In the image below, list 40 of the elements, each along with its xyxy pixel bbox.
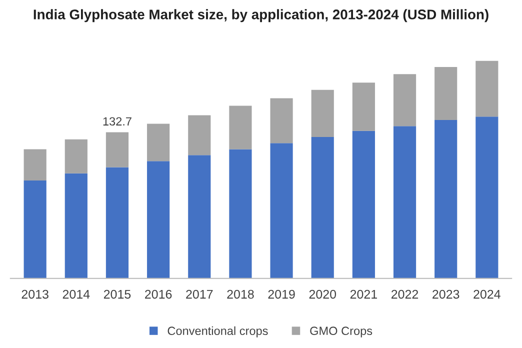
bar (476, 60, 498, 117)
chart-title: India Glyphosate Market size, by application, 2013-2024 (USD Million) (34, 9, 488, 22)
x-tick-label: 2013 (22, 290, 48, 299)
bar (434, 66, 458, 120)
bar (147, 161, 170, 278)
x-tick-label: 2014 (62, 290, 90, 299)
x-tick-label: 2023 (432, 290, 460, 299)
bar (64, 173, 88, 278)
bar (188, 155, 211, 278)
bar (311, 90, 334, 138)
x-tick-label: 2018 (227, 290, 254, 299)
bar (106, 132, 129, 168)
bar (106, 167, 129, 278)
bar (64, 139, 88, 174)
bar (270, 143, 293, 278)
bar (188, 115, 211, 156)
bar (352, 82, 375, 131)
bar (24, 180, 46, 278)
bar (352, 130, 375, 278)
x-tick-label: 2022 (391, 290, 418, 299)
x-tick-label: 2016 (145, 290, 172, 299)
bar (24, 149, 46, 181)
bar (476, 116, 498, 278)
bar (393, 126, 416, 278)
annotation: 132.7 (103, 117, 132, 126)
bar (270, 98, 293, 144)
x-tick-label: 2024 (474, 290, 500, 299)
x-tick-label: 2020 (309, 290, 336, 299)
bar (229, 106, 252, 150)
x-tick-label: 2015 (104, 290, 131, 299)
x-tick-label: 2019 (268, 290, 295, 299)
bar (434, 120, 458, 278)
legend-label: Conventional crops (168, 326, 268, 338)
bar (311, 137, 334, 278)
x-tick-label: 2017 (186, 290, 213, 299)
bar (147, 124, 170, 162)
bar (393, 74, 416, 126)
x-tick-label: 2021 (350, 290, 377, 299)
legend-label: GMO Crops (310, 326, 372, 338)
bar (229, 149, 252, 278)
